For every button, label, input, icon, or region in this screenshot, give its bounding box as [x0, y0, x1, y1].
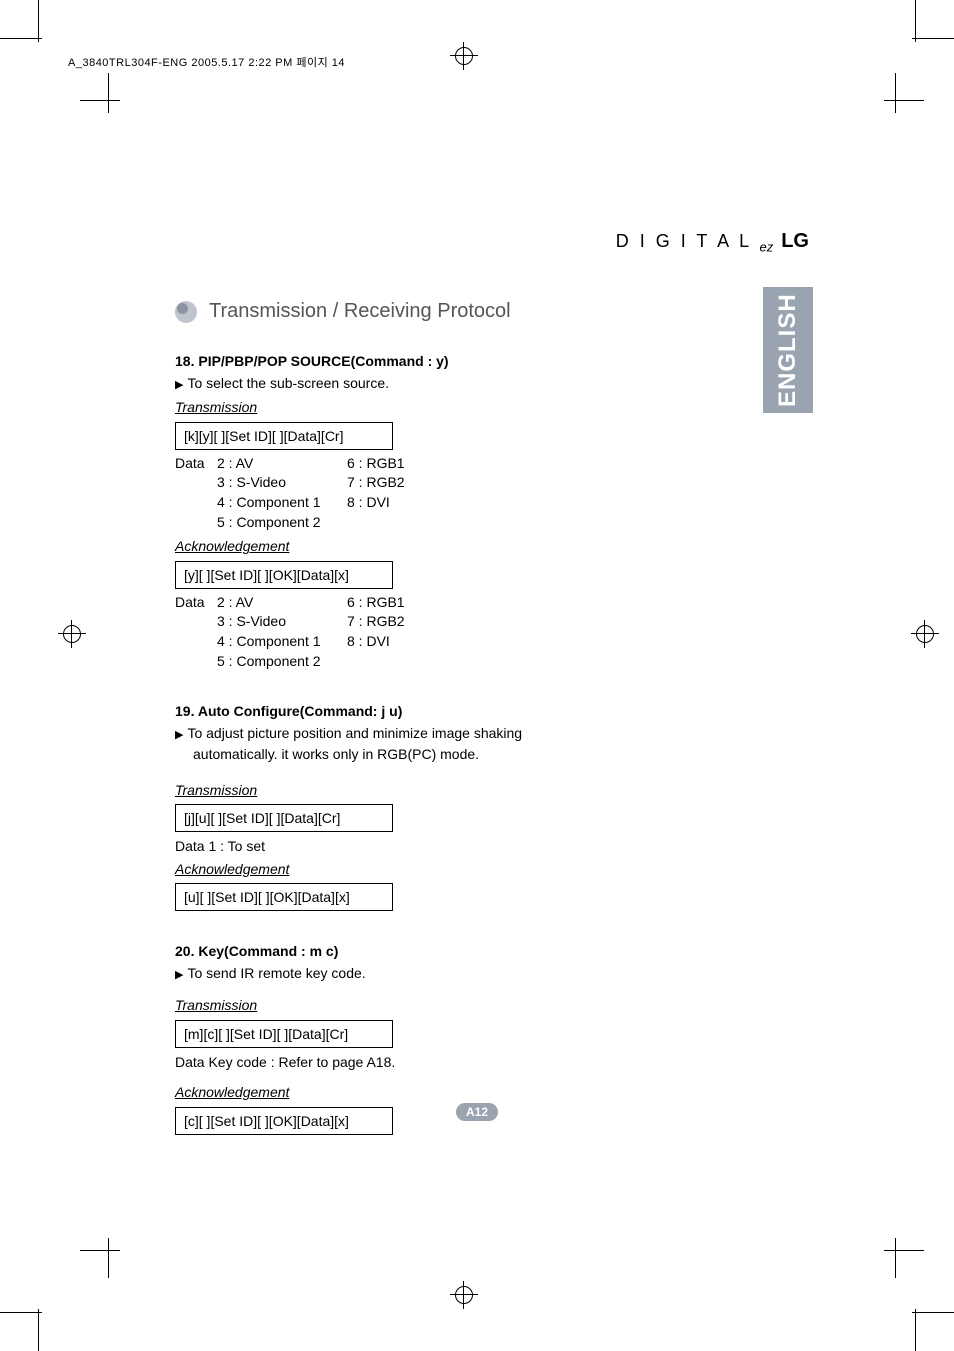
section-title-text: Transmission / Receiving Protocol: [209, 300, 511, 323]
bullet-icon: [175, 301, 197, 323]
page-number: A12: [456, 1103, 498, 1121]
crop-mark: [915, 1309, 916, 1351]
crop-mark: [884, 100, 924, 101]
crop-mark: [915, 0, 916, 42]
transmission-label: Transmission: [175, 995, 655, 1015]
data-options: Data 2 : AV 6 : RGB1 3 : S-Video 7 : RGB…: [175, 454, 655, 532]
print-header: A_3840TRL304F-ENG 2005.5.17 2:22 PM 페이지 …: [68, 54, 345, 70]
syntax-box: [y][ ][Set ID][ ][OK][Data][x]: [175, 561, 393, 589]
data-line: Data 1 : To set: [175, 836, 655, 856]
command-block: 20. Key(Command : m c) ▶To send IR remot…: [175, 941, 655, 1135]
registration-mark: [450, 1281, 478, 1309]
syntax-box: [m][c][ ][Set ID][ ][Data][Cr]: [175, 1020, 393, 1048]
command-block: 19. Auto Configure(Command: j u) ▶To adj…: [175, 701, 655, 911]
acknowledgement-label: Acknowledgement: [175, 536, 655, 556]
crop-mark: [80, 1250, 120, 1251]
crop-mark: [0, 1312, 42, 1313]
data-line: Data Key code : Refer to page A18.: [175, 1052, 655, 1072]
triangle-icon: ▶: [175, 969, 183, 981]
language-tab: ENGLISH: [763, 287, 813, 413]
crop-mark: [108, 73, 109, 113]
command-description: ▶To select the sub-screen source.: [175, 373, 655, 394]
brand-ez: ez: [759, 240, 773, 255]
crop-mark: [108, 1238, 109, 1278]
registration-mark: [911, 620, 939, 648]
acknowledgement-label: Acknowledgement: [175, 1082, 655, 1102]
triangle-icon: ▶: [175, 379, 183, 391]
triangle-icon: ▶: [175, 729, 183, 741]
page-content: Transmission / Receiving Protocol 18. PI…: [175, 300, 655, 1165]
crop-mark: [895, 1238, 896, 1278]
crop-mark: [912, 38, 954, 39]
brand-lg: LG: [781, 230, 809, 252]
crop-mark: [895, 73, 896, 113]
command-heading: 18. PIP/PBP/POP SOURCE(Command : y): [175, 351, 655, 371]
section-title: Transmission / Receiving Protocol: [175, 300, 655, 323]
data-options: Data 2 : AV 6 : RGB1 3 : S-Video 7 : RGB…: [175, 593, 655, 671]
acknowledgement-label: Acknowledgement: [175, 859, 655, 879]
crop-mark: [38, 0, 39, 42]
syntax-box: [c][ ][Set ID][ ][OK][Data][x]: [175, 1107, 393, 1135]
command-description: ▶To adjust picture position and minimize…: [175, 723, 655, 764]
crop-mark: [912, 1312, 954, 1313]
registration-mark: [58, 620, 86, 648]
crop-mark: [884, 1250, 924, 1251]
syntax-box: [k][y][ ][Set ID][ ][Data][Cr]: [175, 422, 393, 450]
crop-mark: [80, 100, 120, 101]
crop-mark: [0, 38, 42, 39]
registration-mark: [450, 42, 478, 70]
brand-logo: D I G I T A L ez LG: [616, 230, 809, 255]
command-description: ▶To send IR remote key code.: [175, 963, 655, 984]
syntax-box: [j][u][ ][Set ID][ ][Data][Cr]: [175, 804, 393, 832]
transmission-label: Transmission: [175, 397, 655, 417]
crop-mark: [38, 1309, 39, 1351]
syntax-box: [u][ ][Set ID][ ][OK][Data][x]: [175, 883, 393, 911]
command-heading: 20. Key(Command : m c): [175, 941, 655, 961]
transmission-label: Transmission: [175, 780, 655, 800]
command-heading: 19. Auto Configure(Command: j u): [175, 701, 655, 721]
brand-prefix: D I G I T A L: [616, 231, 752, 251]
command-block: 18. PIP/PBP/POP SOURCE(Command : y) ▶To …: [175, 351, 655, 671]
page-number-text: A12: [456, 1103, 498, 1121]
